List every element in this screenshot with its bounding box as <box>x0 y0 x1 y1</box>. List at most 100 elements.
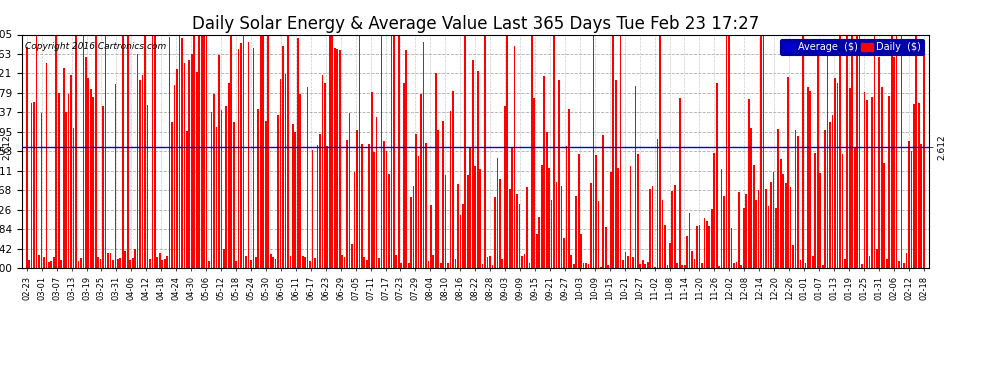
Bar <box>696 226 698 268</box>
Bar <box>593 34 594 268</box>
Bar <box>183 63 185 268</box>
Bar <box>151 34 153 268</box>
Bar <box>733 263 735 268</box>
Bar <box>684 265 685 268</box>
Bar <box>605 226 607 268</box>
Bar <box>661 200 663 268</box>
Bar <box>284 74 286 268</box>
Bar <box>319 134 321 268</box>
Bar <box>443 121 445 268</box>
Bar <box>418 156 420 268</box>
Bar <box>863 92 865 268</box>
Bar <box>810 91 811 268</box>
Bar <box>467 174 468 268</box>
Bar <box>312 150 314 268</box>
Bar <box>46 63 48 268</box>
Bar <box>560 186 562 268</box>
Bar <box>790 187 791 268</box>
Bar <box>117 260 119 268</box>
Bar <box>770 182 772 268</box>
Bar <box>279 79 281 268</box>
Bar <box>800 260 801 268</box>
Bar <box>454 260 456 268</box>
Bar <box>262 34 264 268</box>
Bar <box>595 155 597 268</box>
Bar <box>750 128 752 268</box>
Bar <box>780 159 782 268</box>
Bar <box>691 251 693 268</box>
Bar <box>906 253 907 268</box>
Bar <box>516 194 518 268</box>
Bar <box>322 75 324 268</box>
Bar <box>676 264 678 268</box>
Bar <box>878 57 880 268</box>
Bar <box>876 249 878 268</box>
Bar <box>544 76 545 268</box>
Bar <box>521 256 523 268</box>
Bar <box>57 93 59 268</box>
Bar <box>893 57 895 268</box>
Bar <box>681 266 683 268</box>
Bar <box>570 255 572 268</box>
Bar <box>825 130 826 268</box>
Bar <box>575 196 577 268</box>
Bar <box>423 42 425 268</box>
Bar <box>701 263 703 268</box>
Bar <box>656 139 658 268</box>
Bar <box>302 255 304 268</box>
Bar <box>425 143 427 268</box>
Bar <box>282 46 284 268</box>
Bar <box>883 163 885 268</box>
Bar <box>659 34 661 268</box>
Bar <box>272 256 274 268</box>
Bar <box>866 100 868 268</box>
Bar <box>482 264 483 268</box>
Bar <box>275 259 276 268</box>
Bar <box>785 183 787 268</box>
Bar <box>353 172 355 268</box>
Bar <box>181 38 183 268</box>
Bar <box>62 68 64 268</box>
Bar <box>324 83 326 268</box>
Bar <box>297 38 299 268</box>
Bar <box>835 78 836 268</box>
Bar <box>777 129 779 268</box>
Bar <box>704 218 705 268</box>
Bar <box>447 263 448 268</box>
Bar <box>694 260 695 268</box>
Bar <box>211 112 213 268</box>
Bar <box>484 34 486 268</box>
Bar <box>640 264 642 268</box>
Bar <box>307 87 309 268</box>
Bar <box>168 38 170 268</box>
Bar <box>213 94 215 268</box>
Bar <box>464 34 466 268</box>
Bar <box>802 34 804 268</box>
Bar <box>792 245 794 268</box>
Bar <box>393 34 395 268</box>
Bar <box>191 54 193 268</box>
Bar <box>186 131 188 268</box>
Bar <box>674 185 675 268</box>
Bar <box>390 34 392 268</box>
Bar <box>625 252 627 268</box>
Bar <box>699 225 700 268</box>
Bar <box>492 266 493 268</box>
Bar <box>97 257 99 268</box>
Bar <box>358 34 360 268</box>
Bar <box>50 261 52 268</box>
Bar <box>861 264 863 268</box>
Bar <box>171 122 173 268</box>
Bar <box>903 264 905 268</box>
Bar <box>706 221 708 268</box>
Bar <box>415 134 417 268</box>
Bar <box>252 48 254 268</box>
Bar <box>714 153 715 268</box>
Bar <box>519 204 521 268</box>
Bar <box>110 254 111 268</box>
Bar <box>603 135 604 268</box>
Bar <box>163 259 165 268</box>
Bar <box>610 172 612 268</box>
Bar <box>622 260 624 268</box>
Bar <box>757 190 759 268</box>
